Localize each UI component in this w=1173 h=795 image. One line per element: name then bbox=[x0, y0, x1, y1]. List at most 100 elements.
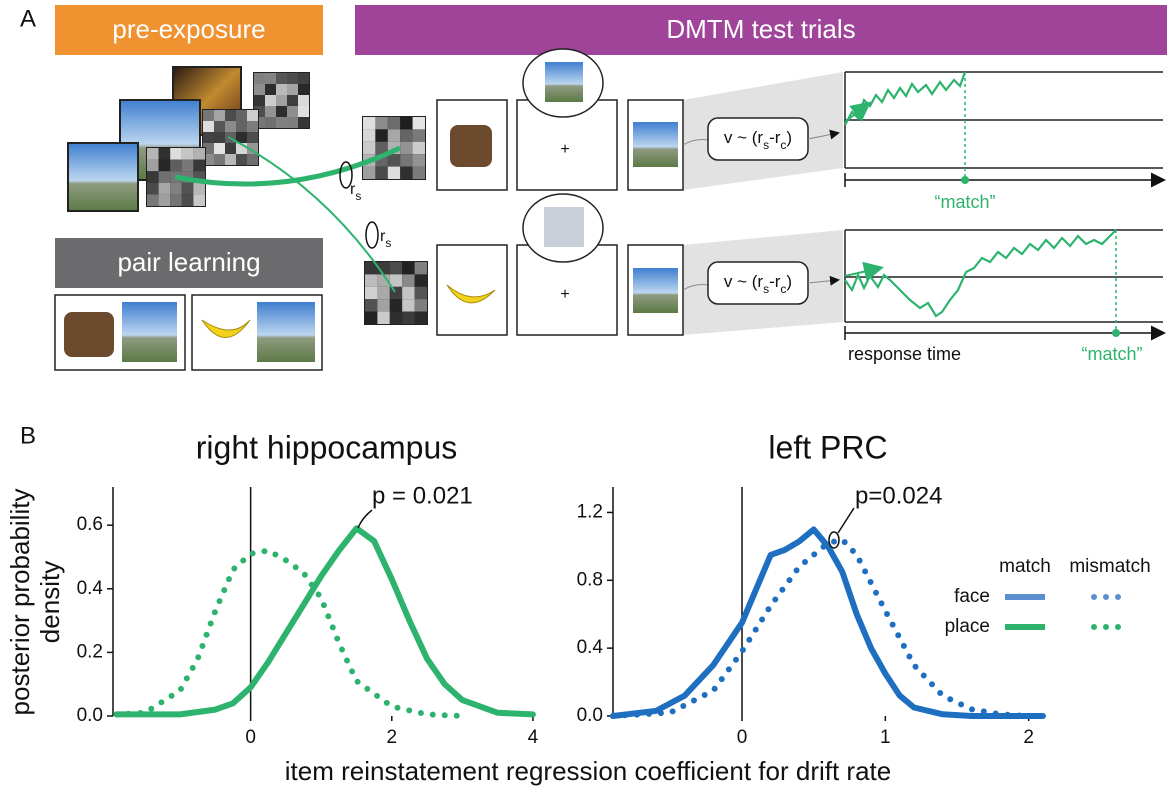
pixel bbox=[182, 160, 194, 172]
y-tick-label: 0.6 bbox=[77, 514, 103, 535]
x-tick-label: 1 bbox=[880, 727, 891, 748]
pixel bbox=[276, 95, 287, 106]
photo bbox=[544, 207, 584, 247]
pixel bbox=[147, 160, 159, 172]
boot bbox=[450, 125, 492, 167]
text: v ~ (r bbox=[724, 272, 764, 291]
pixel bbox=[247, 121, 258, 132]
pixel bbox=[365, 312, 377, 324]
pixel bbox=[247, 132, 258, 143]
pixel bbox=[170, 194, 182, 206]
pixel bbox=[298, 106, 309, 117]
pixel bbox=[193, 148, 205, 160]
similarity-label: rs bbox=[380, 228, 391, 250]
photo bbox=[257, 302, 315, 362]
pixel bbox=[402, 287, 414, 299]
pixel bbox=[400, 142, 412, 154]
pixel bbox=[390, 287, 402, 299]
header: pre-exposure bbox=[112, 14, 265, 44]
pixel bbox=[363, 142, 375, 154]
y-axis-label: density bbox=[35, 561, 65, 643]
pixel bbox=[254, 84, 265, 95]
pixel bbox=[276, 117, 287, 128]
pixel bbox=[390, 299, 402, 311]
y-tick-label: 0.8 bbox=[577, 569, 603, 590]
density-curve bbox=[117, 528, 533, 714]
pixel bbox=[236, 121, 247, 132]
text: s bbox=[385, 236, 391, 250]
pixel bbox=[214, 132, 225, 143]
pixel bbox=[203, 110, 214, 121]
pixel bbox=[400, 167, 412, 179]
pixel bbox=[159, 183, 171, 195]
legend-label: place bbox=[945, 616, 990, 637]
pixel bbox=[413, 154, 425, 166]
pixel bbox=[170, 148, 182, 160]
pixel bbox=[182, 194, 194, 206]
x-tick-label: 0 bbox=[737, 727, 748, 748]
pixel bbox=[390, 274, 402, 286]
figure: A pre-exposure DMTM test trials pair lea… bbox=[0, 0, 1173, 795]
panel-label: B bbox=[20, 422, 36, 449]
y-tick-label: 0.4 bbox=[77, 578, 104, 599]
pixel bbox=[276, 106, 287, 117]
pixel bbox=[236, 110, 247, 121]
chart-title: left PRC bbox=[768, 429, 887, 465]
text: v ~ (r bbox=[724, 128, 764, 147]
density-curve bbox=[117, 551, 463, 716]
pixel bbox=[415, 287, 427, 299]
text: -r bbox=[769, 272, 781, 291]
pixel bbox=[193, 160, 205, 172]
pixel bbox=[413, 142, 425, 154]
x-tick-label: 0 bbox=[245, 727, 256, 748]
pixel bbox=[388, 154, 400, 166]
pixel bbox=[375, 117, 387, 129]
pixel bbox=[287, 73, 298, 84]
photo bbox=[633, 122, 678, 167]
pixel bbox=[159, 194, 171, 206]
y-axis-label: posterior probability bbox=[5, 489, 35, 716]
pixel bbox=[225, 143, 236, 154]
similarity-label: rs bbox=[350, 181, 361, 203]
pixel bbox=[147, 194, 159, 206]
pixel bbox=[214, 154, 225, 165]
y-tick-label: 0.4 bbox=[577, 637, 604, 658]
pixel bbox=[388, 117, 400, 129]
image-box bbox=[437, 245, 507, 335]
pixel bbox=[298, 73, 309, 84]
pixel bbox=[265, 84, 276, 95]
pixel bbox=[415, 274, 427, 286]
pixel bbox=[298, 84, 309, 95]
pixel bbox=[147, 183, 159, 195]
pixel bbox=[298, 117, 309, 128]
response-label: “match” bbox=[1081, 344, 1142, 364]
photo bbox=[68, 143, 138, 211]
header: DMTM test trials bbox=[666, 14, 855, 44]
y-tick-label: 0.0 bbox=[77, 705, 103, 726]
pixel bbox=[287, 84, 298, 95]
pixel bbox=[159, 148, 171, 160]
pixel bbox=[247, 110, 258, 121]
x-tick-label: 4 bbox=[528, 727, 539, 748]
pixel bbox=[225, 121, 236, 132]
pixel bbox=[390, 312, 402, 324]
pixel bbox=[147, 148, 159, 160]
pixel bbox=[265, 73, 276, 84]
pixel bbox=[415, 299, 427, 311]
pixel bbox=[265, 106, 276, 117]
x-tick-label: 2 bbox=[1023, 727, 1034, 748]
header: pair learning bbox=[117, 247, 260, 277]
pixel bbox=[400, 154, 412, 166]
pixel bbox=[298, 95, 309, 106]
pixel bbox=[159, 171, 171, 183]
pixel bbox=[287, 117, 298, 128]
pixel bbox=[413, 129, 425, 141]
pixel bbox=[402, 262, 414, 274]
pixel bbox=[400, 129, 412, 141]
x-axis-label: item reinstatement regression coefficien… bbox=[285, 756, 891, 786]
x-tick-label: 2 bbox=[386, 727, 397, 748]
annotation-pointer bbox=[838, 508, 854, 533]
pixel bbox=[287, 106, 298, 117]
pixel bbox=[147, 171, 159, 183]
pixel bbox=[390, 262, 402, 274]
